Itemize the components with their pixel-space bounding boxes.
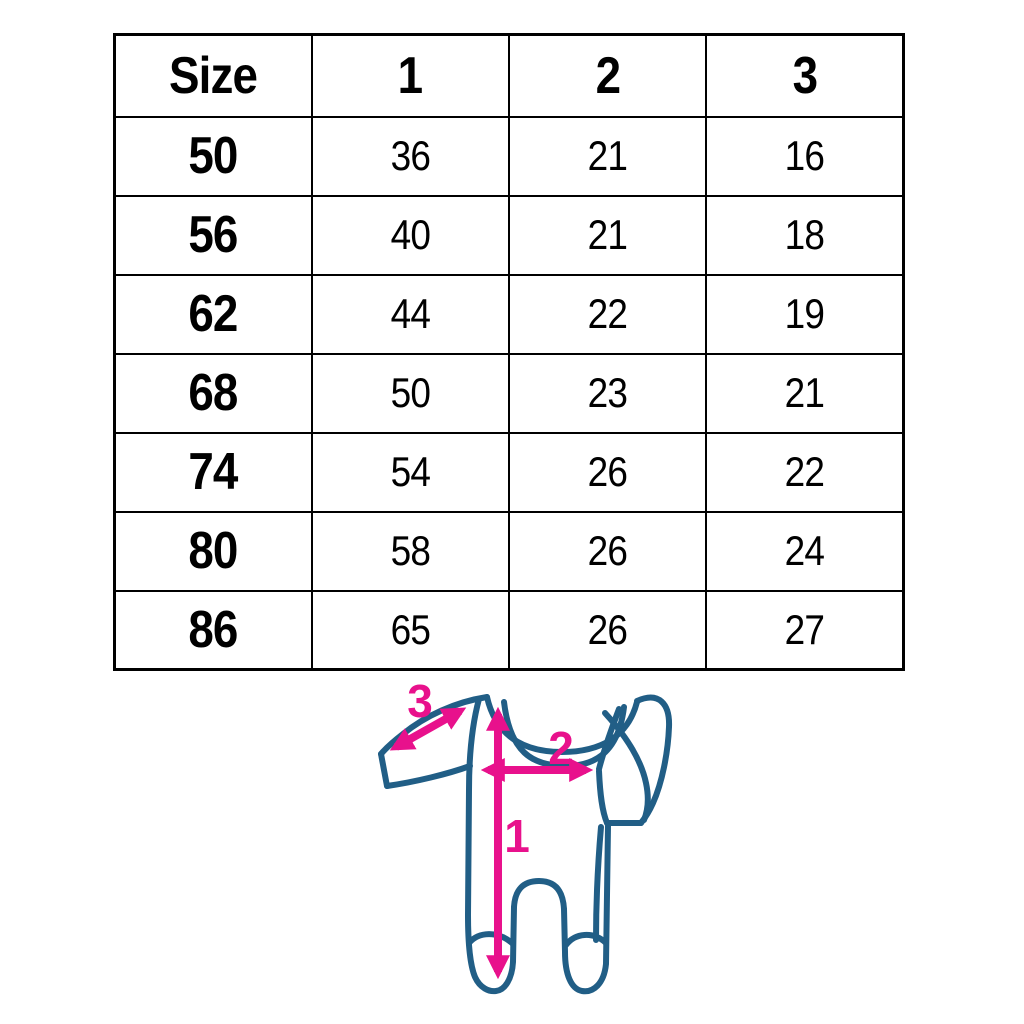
size-cell: 80	[113, 510, 313, 592]
value-cell: 21	[705, 352, 905, 434]
value-cell: 26	[507, 510, 708, 592]
left-sleeve-bottom	[384, 763, 473, 789]
onesie-measurement-diagram: 1 2 3	[378, 675, 673, 995]
onesie-outline-icon	[378, 694, 673, 995]
table-row: 68 50 23 21	[113, 352, 905, 434]
header-measure-2: 2	[507, 33, 708, 118]
left-foot-seam	[466, 931, 516, 947]
measure-arrow-3	[389, 707, 467, 751]
value-cell: 58	[310, 510, 511, 592]
table-row: 50 36 21 16	[113, 115, 905, 197]
value-cell: 54	[310, 431, 511, 513]
table-row: 74 54 26 22	[113, 431, 905, 513]
right-foot-seam	[563, 932, 609, 948]
value-cell: 50	[310, 352, 511, 434]
value-cell: 44	[310, 273, 511, 355]
size-cell: 50	[113, 115, 313, 197]
crotch	[511, 878, 567, 912]
table-row: 56 40 21 18	[113, 194, 905, 276]
size-cell: 56	[113, 194, 313, 276]
right-leg-and-body-right	[561, 823, 611, 995]
value-cell: 22	[507, 273, 708, 355]
header-measure-3: 3	[705, 33, 905, 118]
value-cell: 26	[507, 431, 708, 513]
size-cell: 62	[113, 273, 313, 355]
value-cell: 65	[310, 589, 511, 671]
right-inner-seam	[593, 824, 604, 943]
value-cell: 18	[705, 194, 905, 276]
measure-label-1: 1	[504, 810, 530, 862]
measurement-arrows	[389, 706, 594, 980]
header-size: Size	[113, 33, 313, 118]
left-cuff	[378, 751, 390, 789]
value-cell: 40	[310, 194, 511, 276]
table-row: 62 44 22 19	[113, 273, 905, 355]
right-raglan-seam	[596, 706, 622, 772]
right-underarm-fold	[596, 768, 610, 826]
right-sleeve-outer	[634, 694, 673, 826]
size-table: Size 1 2 3 50 36 21 16 56 40 21 18 62 44…	[113, 33, 905, 671]
value-cell: 16	[705, 115, 905, 197]
value-cell: 23	[507, 352, 708, 434]
size-table-header-row: Size 1 2 3	[113, 33, 905, 118]
value-cell: 27	[705, 589, 905, 671]
measure-label-3: 3	[407, 675, 433, 727]
body-left-and-left-leg	[465, 696, 517, 995]
table-row: 80 58 26 24	[113, 510, 905, 592]
size-cell: 68	[113, 352, 313, 434]
value-cell: 26	[507, 589, 708, 671]
table-row: 86 65 26 27	[113, 589, 905, 671]
value-cell: 19	[705, 273, 905, 355]
size-cell: 74	[113, 431, 313, 513]
value-cell: 36	[310, 115, 511, 197]
value-cell: 21	[507, 194, 708, 276]
measure-label-2: 2	[548, 722, 574, 774]
value-cell: 21	[507, 115, 708, 197]
value-cell: 22	[705, 431, 905, 513]
size-cell: 86	[113, 589, 313, 671]
header-measure-1: 1	[310, 33, 511, 118]
value-cell: 24	[705, 510, 905, 592]
